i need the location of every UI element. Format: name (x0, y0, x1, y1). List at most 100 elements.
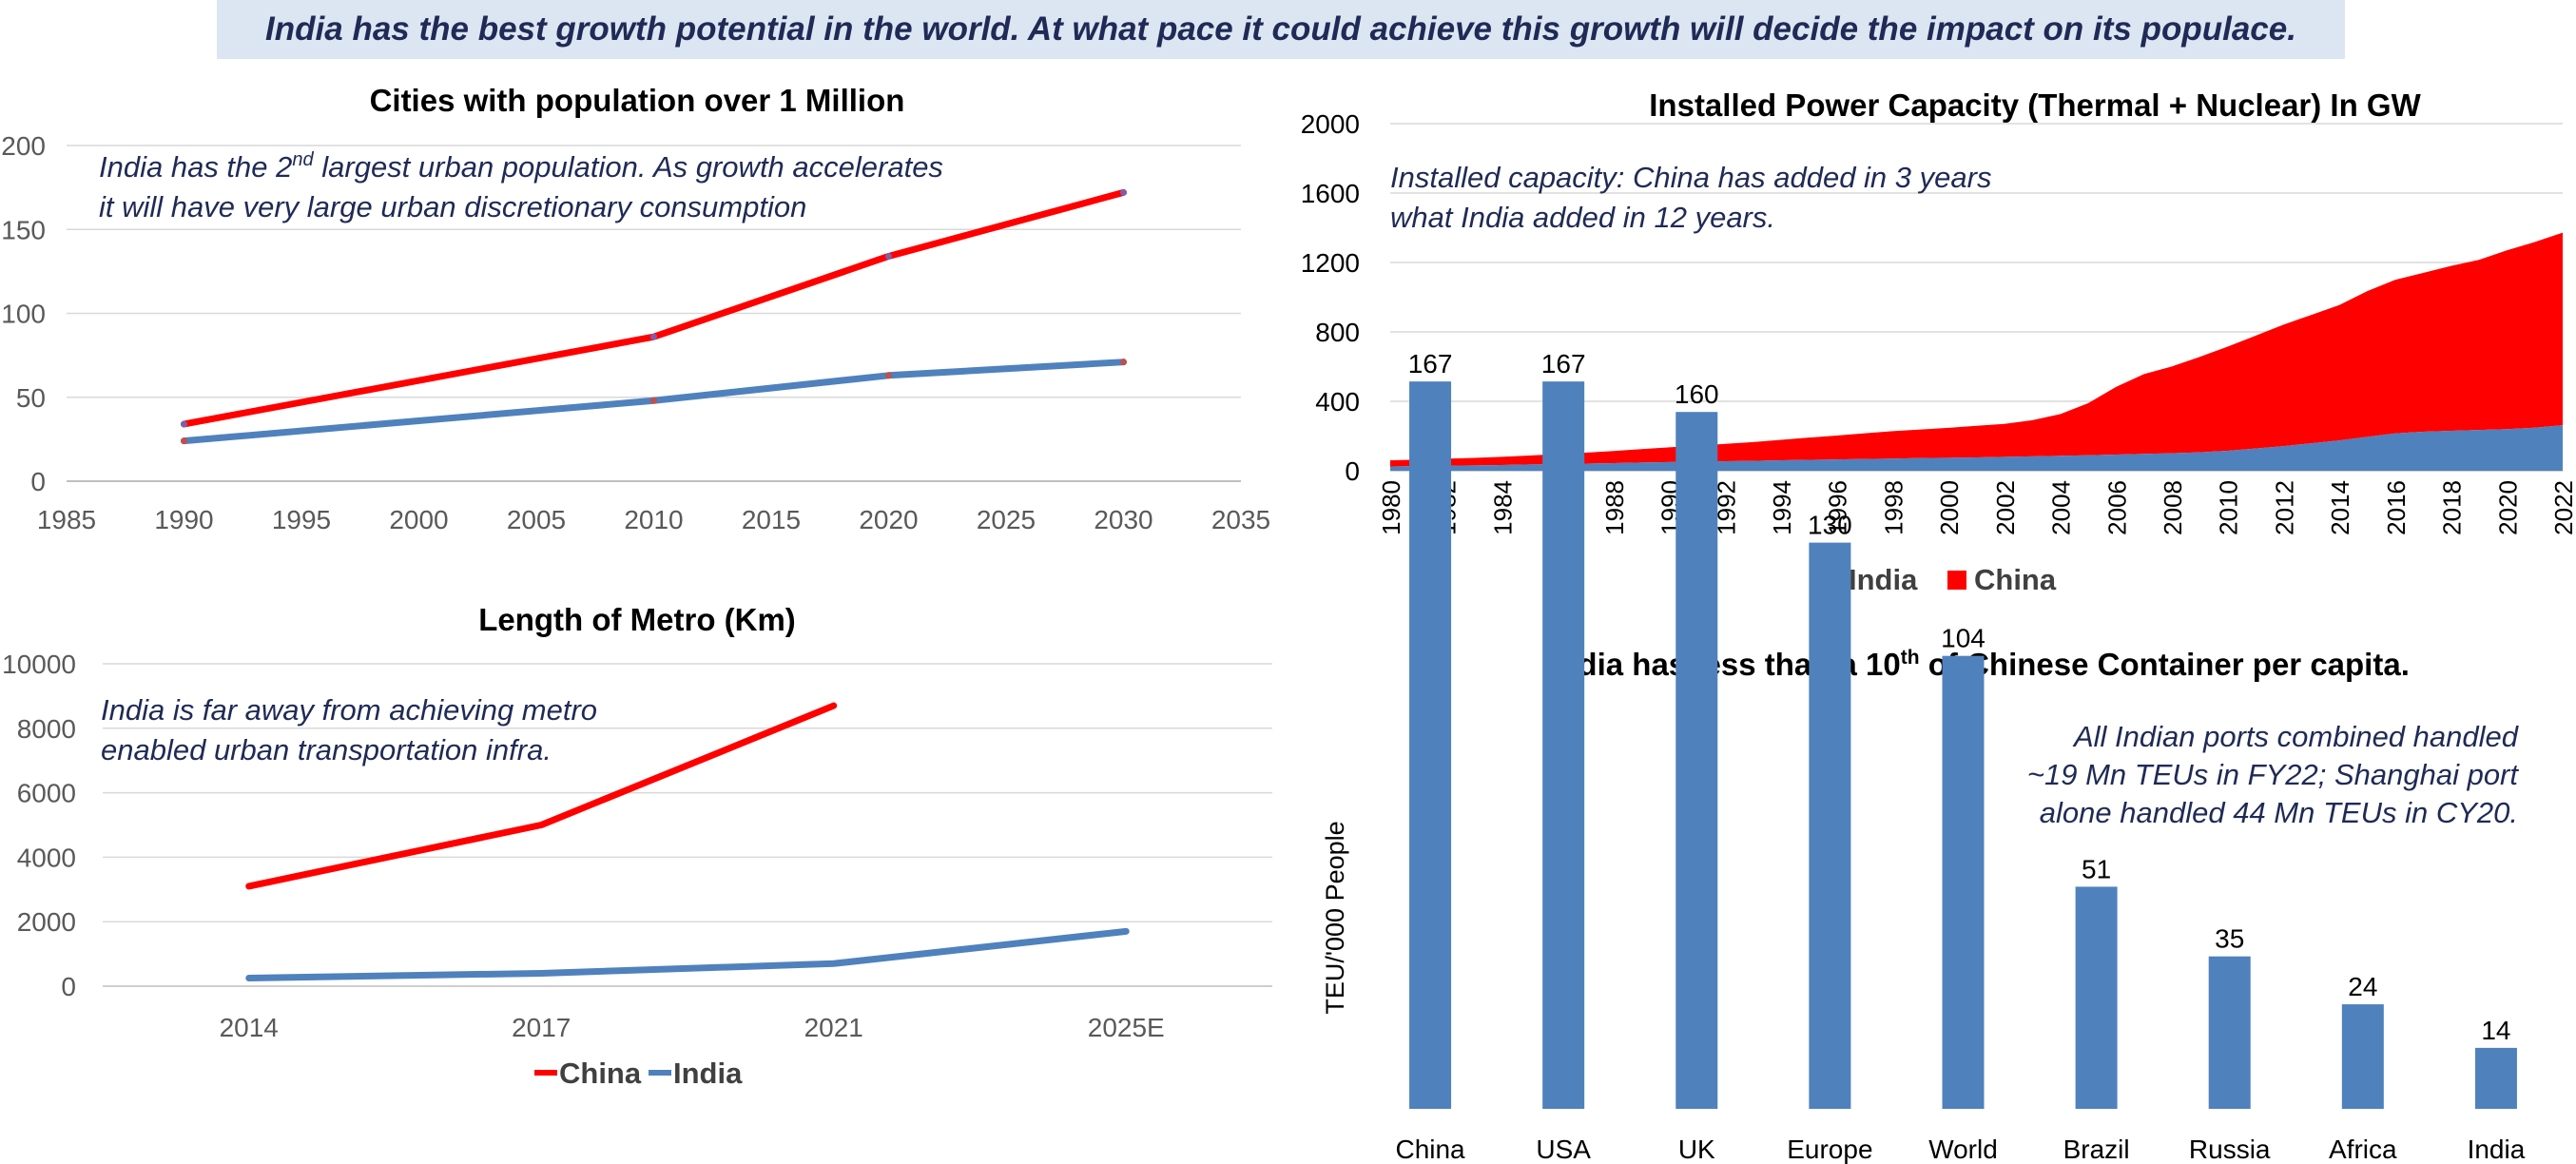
cities-x-tick: 2005 (507, 505, 566, 534)
power-x-tick: 1998 (1879, 480, 1908, 535)
teu-x-ticks: China USA UK Europe World Brazil Russia Africa I… (1395, 1135, 2525, 1164)
power-x-tick: 1996 (1824, 480, 1852, 535)
teu-x-tick-africa: Africa (2329, 1135, 2397, 1164)
cities-x-tick: 2000 (389, 505, 448, 534)
teu-data-label-russia: 35 (2215, 924, 2244, 954)
cities-series-india-point (885, 372, 892, 379)
teu-data-label-europe: 130 (1808, 511, 1852, 540)
metro-x-tick: 2021 (804, 1013, 863, 1042)
power-x-tick: 1980 (1377, 480, 1405, 535)
cities-annotation-line2: it will have very large urban discretion… (99, 190, 806, 223)
teu-bar-india (2474, 1047, 2517, 1109)
power-annotation-line1: Installed capacity: China has added in 3… (1390, 161, 1991, 194)
teu-annotation-line1: All Indian ports combined handled (2072, 720, 2520, 753)
metro-y-tick: 6000 (17, 779, 76, 808)
cities-x-tick: 2020 (859, 505, 918, 534)
power-x-tick: 2012 (2270, 480, 2298, 535)
teu-x-tick-india: India (2468, 1135, 2526, 1164)
teu-annotation-line3: alone handled 44 Mn TEUs in CY20. (2040, 796, 2518, 829)
power-x-tick: 2002 (1991, 480, 2020, 535)
teu-x-tick-brazil: Brazil (2063, 1135, 2130, 1164)
cities-series-china-point (1120, 188, 1127, 196)
teu-bar-russia (2208, 956, 2251, 1109)
metro-y-tick: 2000 (17, 907, 76, 937)
cities-x-tick: 1985 (37, 505, 96, 534)
teu-data-label-china: 167 (1408, 349, 1453, 378)
cities-x-tick: 1995 (272, 505, 331, 534)
power-x-tick: 2004 (2047, 480, 2076, 535)
metro-x-ticks: 2014 2017 2021 2025E (220, 1013, 1165, 1042)
metro-x-tick: 2014 (220, 1013, 279, 1042)
cities-x-tick: 2025 (977, 505, 1036, 534)
teu-data-label-uk: 160 (1675, 379, 1719, 409)
metro-annotation-line2: enabled urban transportation infra. (101, 733, 552, 766)
teu-bars (1409, 381, 2517, 1109)
metro-legend: China India (534, 1057, 743, 1090)
cities-y-tick: 200 (1, 131, 46, 161)
cities-y-ticks: 0 50 100 150 200 (1, 131, 46, 496)
metro-y-tick: 8000 (17, 714, 76, 744)
power-x-tick: 2020 (2493, 480, 2522, 535)
metro-y-ticks: 0 2000 4000 6000 8000 10000 (2, 650, 76, 1001)
power-x-tick: 2014 (2326, 480, 2354, 535)
cities-series-china-point (650, 333, 657, 340)
cities-x-tick: 2035 (1211, 505, 1270, 534)
power-areas (1390, 232, 2563, 471)
power-annotation-line2: what India added in 12 years. (1390, 201, 1775, 234)
power-y-tick: 2000 (1301, 109, 1360, 139)
cities-series-india-point (650, 397, 657, 404)
teu-bar-europe (1809, 542, 1851, 1109)
teu-x-tick-russia: Russia (2189, 1135, 2271, 1164)
cities-annotation-line1: India has the 2nd largest urban populati… (99, 149, 943, 184)
cities-series-india-line (181, 359, 1127, 445)
cities-x-tick: 2015 (742, 505, 801, 534)
power-x-tick: 1994 (1768, 480, 1796, 535)
cities-series-china-line (181, 188, 1127, 428)
power-chart-title: Installed Power Capacity (Thermal + Nucl… (1649, 87, 2421, 123)
metro-chart-title: Length of Metro (Km) (478, 602, 796, 637)
power-x-tick: 2006 (2102, 480, 2131, 535)
teu-x-tick-europe: Europe (1787, 1135, 1872, 1164)
metro-y-tick: 10000 (2, 650, 76, 679)
power-x-tick: 2010 (2215, 480, 2243, 535)
metro-series-china-line (245, 702, 838, 890)
teu-data-label-brazil: 51 (2082, 854, 2111, 883)
teu-x-tick-uk: UK (1678, 1135, 1715, 1164)
teu-y-axis-label: TEU/'000 People (1321, 821, 1349, 1014)
power-legend-china-swatch (1947, 571, 1966, 590)
teu-bar-world (1942, 655, 1985, 1109)
power-area-china (1390, 232, 2563, 467)
metro-legend-china-label: China (559, 1057, 642, 1090)
power-y-tick: 800 (1315, 318, 1360, 347)
metro-series-india-line (245, 927, 1130, 982)
teu-bar-brazil (2075, 886, 2118, 1109)
power-y-tick: 400 (1315, 387, 1360, 417)
cities-y-tick: 100 (1, 300, 46, 329)
power-y-tick: 1200 (1301, 248, 1360, 278)
power-x-tick: 1988 (1600, 480, 1629, 535)
power-y-tick: 0 (1345, 456, 1360, 486)
headline-banner: India has the best growth potential in t… (217, 0, 2345, 59)
cities-gridlines (67, 145, 1241, 482)
teu-data-label-africa: 24 (2348, 972, 2377, 1001)
power-legend-china-label: China (1974, 563, 2057, 596)
cities-y-tick: 150 (1, 215, 46, 244)
power-x-tick: 2018 (2438, 480, 2467, 535)
teu-bar-usa (1542, 381, 1585, 1109)
power-x-tick: 2008 (2159, 480, 2187, 535)
metro-y-tick: 0 (61, 972, 76, 1001)
cities-y-tick: 50 (16, 383, 46, 413)
power-x-tick: 1984 (1488, 480, 1517, 535)
power-x-tick: 2000 (1935, 480, 1964, 535)
teu-data-label-india: 14 (2481, 1016, 2510, 1045)
metro-x-tick: 2025E (1088, 1013, 1165, 1042)
cities-series (181, 188, 1127, 445)
cities-x-ticks: 1985 1990 1995 2000 2005 2010 2015 2020 2025 2030… (37, 505, 1270, 534)
teu-bar-china (1409, 381, 1452, 1109)
cities-series-china-point (181, 420, 187, 428)
teu-x-tick-china: China (1395, 1135, 1465, 1164)
cities-series-india-point (1120, 359, 1127, 366)
power-legend-india-label: India (1849, 563, 1918, 596)
